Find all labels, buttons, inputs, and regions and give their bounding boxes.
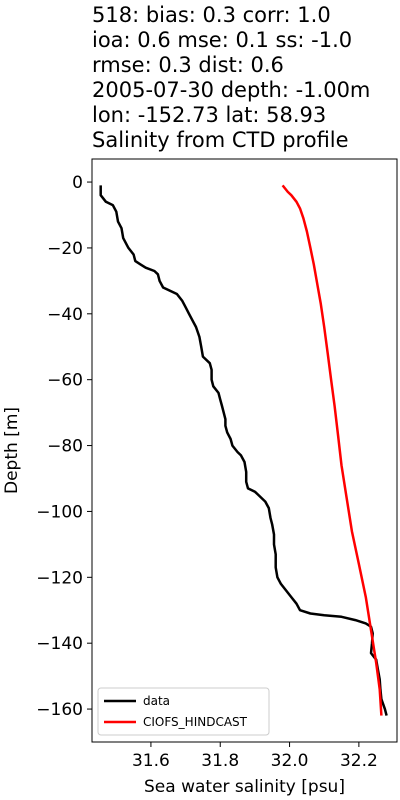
y-tick-label: −120 [36, 568, 83, 588]
chart-title: 518: bias: 0.3 corr: 1.0 ioa: 0.6 mse: 0… [92, 3, 370, 153]
title-line: lon: -152.73 lat: 58.93 [92, 103, 327, 127]
y-tick-label: −60 [47, 371, 83, 391]
x-tick-label: 31.8 [201, 751, 239, 771]
series-lines [99, 184, 388, 716]
y-axis-ticks: 0 −20 −40 −60 −80 −100 −120 −140 −160 [36, 173, 92, 720]
y-tick-label: −80 [47, 437, 83, 457]
x-tick-label: 32.2 [340, 751, 378, 771]
y-tick-label: −100 [36, 502, 83, 522]
x-tick-label: 31.6 [132, 751, 170, 771]
series-line-ciofs-hindcast [281, 184, 383, 716]
y-tick-label: 0 [72, 173, 83, 193]
plot-area-frame [91, 158, 398, 743]
y-tick-label: −40 [47, 305, 83, 325]
legend-box [97, 687, 270, 736]
x-axis-ticks: 31.6 31.8 32.0 32.2 [132, 742, 378, 771]
y-tick-label: −20 [47, 239, 83, 259]
legend-label-ciofs-hindcast: CIOFS_HINDCAST [143, 715, 248, 729]
series-line-data [99, 185, 388, 716]
title-line: 2005-07-30 depth: -1.00m [92, 78, 371, 102]
legend: data CIOFS_HINDCAST [97, 687, 270, 736]
y-tick-label: −140 [36, 634, 83, 654]
x-tick-label: 32.0 [271, 751, 309, 771]
title-line: ioa: 0.6 mse: 0.1 ss: -1.0 [92, 28, 353, 52]
legend-label-data: data [143, 694, 170, 708]
y-axis-label: Depth [m] [2, 407, 22, 494]
title-line: rmse: 0.3 dist: 0.6 [92, 53, 284, 77]
title-line: Salinity from CTD profile [92, 128, 349, 152]
title-line: 518: bias: 0.3 corr: 1.0 [92, 3, 331, 27]
x-axis-label: Sea water salinity [psu] [144, 777, 345, 797]
y-tick-label: −160 [36, 700, 83, 720]
